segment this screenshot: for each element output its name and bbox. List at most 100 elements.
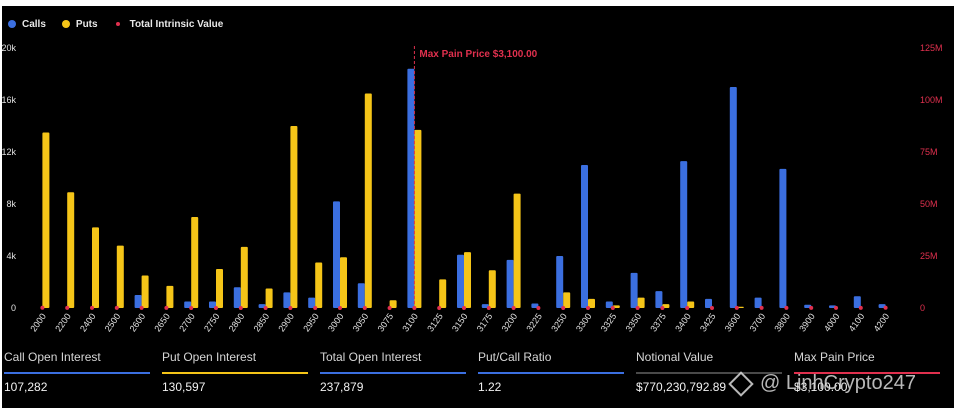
stat-notional-value: Notional Value $770,230,792.89 (636, 350, 782, 394)
intrinsic-value-point (437, 305, 442, 310)
call-bar (680, 161, 688, 308)
legend-puts-label: Puts (75, 18, 98, 30)
x-tick-label: 3075 (376, 311, 396, 333)
puts-swatch-icon (61, 20, 70, 28)
put-bar (588, 298, 595, 308)
watermark: @ LinhCrypto247 (728, 370, 916, 397)
intrinsic-value-point (834, 305, 838, 310)
stat-underline (478, 372, 624, 374)
intrinsic-value-point (462, 305, 466, 310)
x-tick-label: 3375 (648, 311, 668, 333)
x-tick-label: 3600 (723, 311, 743, 333)
open-interest-chart: 0 4k 8k 12k 16k 20k 0 25M 50M 75M 100M 125M Max Pa… (1, 43, 943, 334)
y-left-tick-label: 12k (1, 147, 16, 157)
diamond-logo-icon (728, 370, 754, 397)
x-tick-label: 2500 (103, 311, 123, 333)
x-tick-label: 3300 (574, 311, 594, 333)
put-bar (687, 301, 695, 308)
call-bar (308, 297, 316, 308)
x-tick-label: 4100 (847, 311, 867, 333)
stat-call-open-interest: Call Open Interest 107,282 (4, 350, 150, 394)
put-bar (389, 300, 397, 308)
intrinsic-value-point (387, 305, 392, 310)
chart-panel (2, 6, 954, 408)
legend-intrinsic-label: Total Intrinsic Value (129, 18, 224, 30)
stat-label: Put Open Interest (162, 350, 257, 364)
x-tick-label: 3250 (549, 311, 569, 333)
y-left-tick-label: 8k (6, 199, 16, 209)
x-tick-label: 3225 (524, 311, 544, 333)
y-left-tick-label: 20k (1, 43, 16, 53)
call-bar (209, 301, 216, 308)
put-bar (166, 285, 174, 308)
stat-value: 237,879 (320, 380, 364, 394)
call-bar (754, 297, 762, 308)
call-bar (729, 87, 737, 308)
stat-total-open-interest: Total Open Interest 237,879 (320, 350, 466, 394)
call-bar (605, 301, 613, 308)
call-bar (531, 303, 539, 308)
x-tick-label: 2650 (152, 311, 172, 333)
x-tick-label: 3100 (400, 311, 420, 333)
legend-puts[interactable]: Puts (61, 18, 98, 30)
put-bar (315, 262, 323, 308)
max-pain-annotation: Max Pain Price $3,100.00 (413, 46, 538, 308)
put-bar (439, 279, 447, 308)
intrinsic-value-point (486, 305, 491, 310)
intrinsic-value-point (338, 305, 342, 310)
put-bar (290, 126, 298, 308)
legend-calls[interactable]: Calls (8, 19, 46, 30)
bar-series (42, 68, 886, 308)
call-bar (581, 165, 588, 308)
max-pain-label: Max Pain Price $3,100.00 (419, 49, 537, 60)
y-left-tick-label: 4k (6, 251, 16, 261)
x-tick-label: 3200 (500, 311, 520, 333)
call-bar (853, 296, 861, 308)
intrinsic-value-point (610, 305, 615, 310)
intrinsic-value-point (189, 305, 194, 310)
x-tick-label: 2900 (276, 311, 296, 333)
stat-underline (636, 372, 782, 374)
stat-underline (794, 372, 940, 374)
y-axis-right: 0 25M 50M 75M 100M 125M (920, 43, 943, 313)
call-bar (655, 291, 663, 308)
x-tick-label: 3800 (772, 311, 792, 333)
chart-legend: Calls Puts Total Intrinsic Value (8, 16, 223, 32)
intrinsic-value-point (313, 305, 318, 310)
put-bar (364, 93, 372, 308)
intrinsic-value-point (164, 305, 169, 310)
intrinsic-value-point (139, 305, 144, 310)
intrinsic-value-point (536, 305, 541, 310)
calls-swatch-icon (8, 20, 16, 28)
stat-value: 1.22 (478, 380, 502, 394)
stat-label: Call Open Interest (4, 350, 101, 364)
intrinsic-value-point (263, 305, 268, 310)
x-tick-label: 3900 (797, 311, 817, 333)
stat-value: 130,597 (162, 380, 206, 394)
x-tick-label: 3400 (673, 311, 693, 333)
put-bar (513, 193, 521, 308)
put-bar (488, 270, 496, 308)
intrinsic-value-point (635, 305, 640, 310)
x-tick-label: 4000 (822, 311, 842, 333)
put-bar (141, 275, 149, 308)
intrinsic-value-point (586, 305, 590, 310)
intrinsic-value-point (809, 305, 814, 310)
intrinsic-value-point (288, 305, 293, 310)
intrinsic-value-point (883, 305, 888, 310)
put-bar (240, 246, 248, 308)
x-tick-label: 3325 (599, 311, 619, 333)
x-tick-label: 3050 (351, 311, 371, 333)
x-tick-label: 2600 (128, 311, 148, 333)
call-bar (333, 201, 340, 308)
x-tick-label: 3425 (698, 311, 718, 333)
put-bar (340, 257, 347, 308)
stat-underline (320, 372, 466, 374)
intrinsic-value-point (238, 305, 243, 310)
call-bar (779, 168, 787, 308)
legend-intrinsic[interactable]: Total Intrinsic Value (114, 18, 224, 30)
x-tick-label: 2200 (53, 311, 73, 333)
x-tick-label: 3175 (475, 311, 495, 333)
put-bar (92, 227, 99, 308)
intrinsic-value-point (114, 305, 119, 310)
